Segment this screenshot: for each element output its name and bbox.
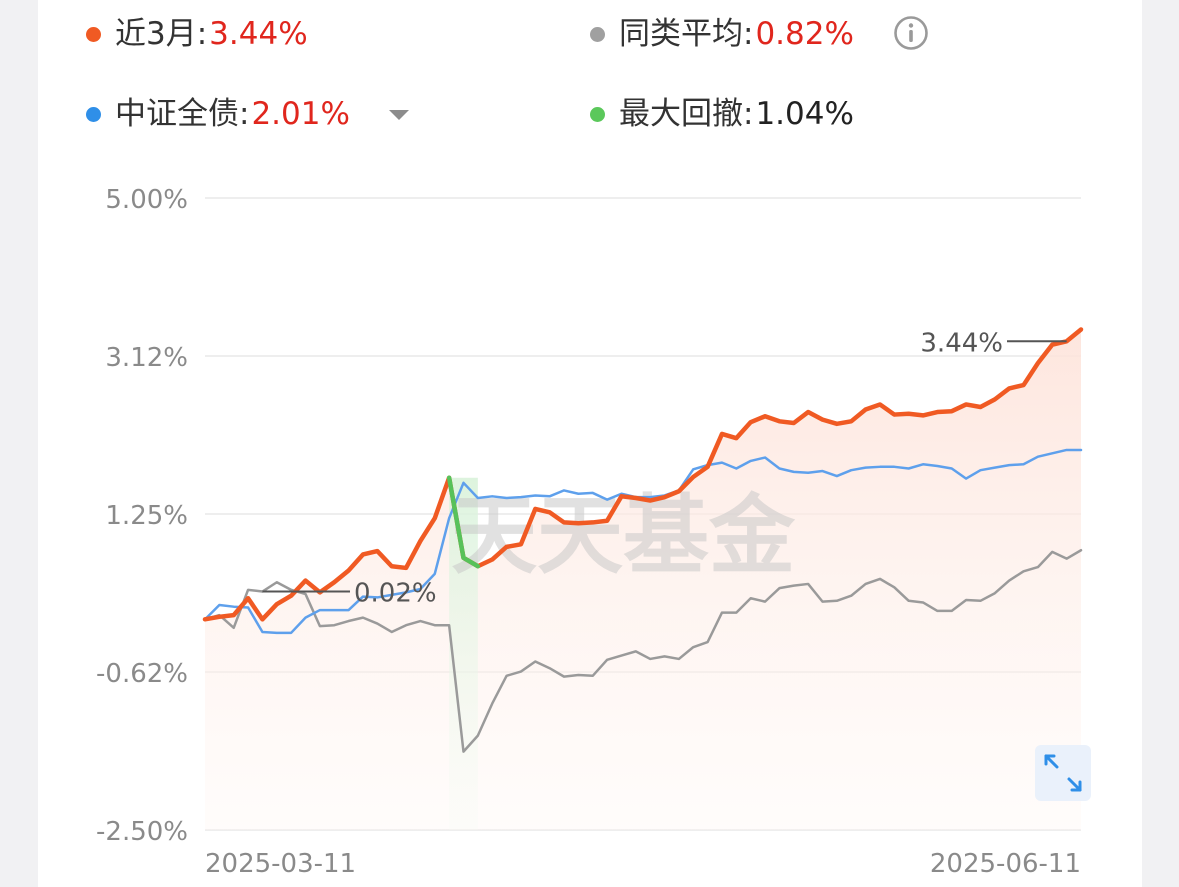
legend-index-value: 2.01% xyxy=(251,96,350,132)
fund-area-fill xyxy=(205,329,1081,830)
legend-fund-label: 近3月: xyxy=(115,16,208,52)
expand-arrows-icon xyxy=(1044,754,1082,792)
axis-layer: 5.00% 3.12% 1.25% -0.62% -2.50% 2025-03-11 202… xyxy=(96,185,1081,879)
annotation-label-min: 0.02% xyxy=(354,579,437,609)
legend-drawdown-value: 1.04% xyxy=(755,96,854,132)
drawdown-band xyxy=(449,477,478,830)
legend-drawdown: 最大回撤: 1.04% xyxy=(590,94,854,134)
y-tick-label: 1.25% xyxy=(105,501,188,531)
annotation-layer: 3.44% 0.02% xyxy=(262,328,1067,609)
expand-button[interactable] xyxy=(1035,745,1091,801)
drawdown-segment xyxy=(446,475,481,569)
legend-peer-value: 0.82% xyxy=(755,16,854,52)
annotation-label-max: 3.44% xyxy=(920,328,1003,358)
legend-index-label: 中证全债: xyxy=(115,96,250,132)
y-tick-label: -0.62% xyxy=(96,659,188,689)
legend-fund-dot xyxy=(86,26,101,42)
legend-peer-dot xyxy=(590,26,605,42)
legend-drawdown-label: 最大回撤: xyxy=(619,96,754,132)
series-fund-line xyxy=(202,327,1084,622)
y-tick-label: -2.50% xyxy=(96,817,188,847)
x-tick-label: 2025-06-11 xyxy=(930,849,1081,879)
y-tick-label: 3.12% xyxy=(105,343,188,373)
y-tick-label: 5.00% xyxy=(105,185,188,215)
info-circle-icon[interactable] xyxy=(893,15,929,51)
watermark: 天天基金 xyxy=(451,486,796,586)
x-tick-label: 2025-03-11 xyxy=(205,849,356,879)
caret-down-icon[interactable] xyxy=(389,110,409,120)
area-layer xyxy=(205,329,1081,830)
legend-index[interactable]: 中证全债: 2.01% xyxy=(86,94,350,134)
legend-drawdown-dot xyxy=(590,106,605,122)
legend-peer-label: 同类平均: xyxy=(619,16,754,52)
series-peer-line xyxy=(203,548,1083,753)
legend-fund: 近3月: 3.44% xyxy=(86,14,308,54)
legend-index-dot xyxy=(86,106,101,122)
legend-peer: 同类平均: 0.82% xyxy=(590,14,854,54)
legend-fund-value: 3.44% xyxy=(209,16,308,52)
line-layer xyxy=(202,327,1084,753)
